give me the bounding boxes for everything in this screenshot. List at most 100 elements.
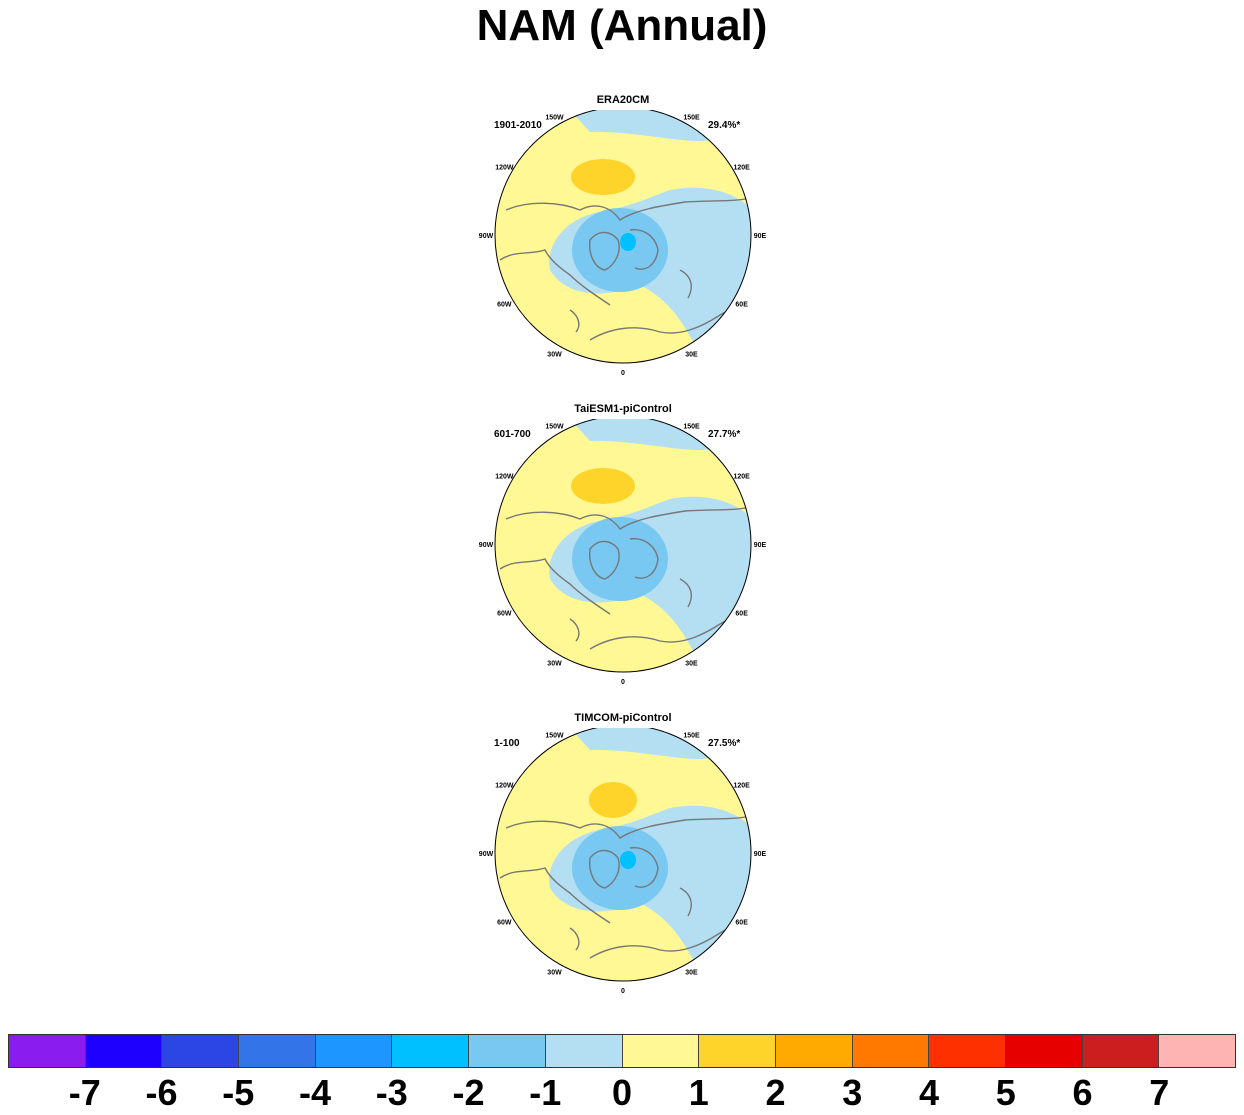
longitude-label: 120W [495,165,514,172]
colorbar-swatch [545,1035,623,1067]
map-panel: TaiESM1-piControl601-70027.7%*180150E120… [470,403,776,703]
coastline [569,309,580,333]
colorbar-swatch [162,1035,240,1067]
colorbar-swatch [1082,1035,1160,1067]
colorbar [8,1034,1236,1068]
colorbar-swatch [392,1035,470,1067]
coastline [505,197,751,221]
polar-map: 180150E120E90E60E30E030W60W90W120W150W [479,110,767,377]
longitude-label: 60W [497,920,512,927]
coastline [588,540,620,580]
colorbar-swatch [775,1035,853,1067]
field-negative-1-2 [572,826,668,910]
colorbar-swatch [929,1035,1006,1067]
coastline [569,927,580,951]
longitude-label: 120E [733,474,750,481]
field-negative-2-3 [620,851,636,869]
longitude-label: 60W [497,611,512,618]
map-boundary [494,110,752,364]
colorbar-tick-label: 5 [995,1072,1016,1113]
colorbar-tick-label: 3 [842,1072,863,1113]
longitude-label: 60E [735,920,748,927]
longitude-label: 150W [545,732,564,739]
longitude-label: 30E [685,352,698,359]
map-panel: ERA20CM1901-201029.4%*180150E120E90E60E3… [470,94,776,394]
longitude-label: 30W [547,352,562,359]
colorbar-tick-label: -4 [298,1072,331,1113]
field-positive-1-2 [571,468,635,504]
longitude-label: 30E [685,661,698,668]
coastline [709,331,741,351]
coastline [679,887,692,917]
coastline [499,249,611,306]
longitude-label: 90E [754,233,767,240]
coastline [629,228,659,270]
longitude-label: 150E [683,114,700,121]
colorbar-tick-label: -2 [452,1072,485,1113]
colorbar-swatch [9,1035,86,1067]
colorbar-tick-label: -5 [222,1072,255,1113]
panel-variance-explained: 27.7%* [708,429,741,440]
colorbar-swatch [1005,1035,1083,1067]
colorbar-tick-label: -7 [68,1072,101,1113]
longitude-label: 30W [547,661,562,668]
coastline [679,578,692,608]
coastline [505,506,751,530]
colorbar-tick-label: 1 [688,1072,709,1113]
coastline [499,558,611,615]
coastline [505,815,751,839]
panel-period: 601-700 [494,429,531,440]
longitude-label: 150W [545,423,564,430]
field-positive-1-2 [571,159,635,195]
longitude-label: 150E [683,732,700,739]
colorbar-swatch [315,1035,393,1067]
colorbar-tick-label: -6 [145,1072,178,1113]
longitude-label: 90E [754,851,767,858]
coastline [679,269,692,299]
panel-variance-explained: 29.4%* [708,120,741,131]
colorbar-swatch [469,1035,546,1067]
colorbar-swatch [1159,1035,1235,1067]
colorbar-tick-label: 6 [1072,1072,1093,1113]
longitude-label: 60W [497,302,512,309]
longitude-label: 60E [735,302,748,309]
longitude-label: 120E [733,165,750,172]
longitude-label: 60E [735,611,748,618]
colorbar-swatch [699,1035,776,1067]
longitude-label: 150W [545,114,564,121]
longitude-label: 30W [547,970,562,977]
colorbar-tick-label: 0 [611,1072,633,1113]
figure-title: NAM (Annual) [476,1,768,50]
coastline [499,867,611,924]
colorbar-tick-label: 4 [918,1072,940,1113]
longitude-label: 120E [733,783,750,790]
map-boundary [494,728,752,982]
polar-map: 180150E120E90E60E30E030W60W90W120W150W [479,419,767,686]
colorbar-swatch [239,1035,316,1067]
coastline [629,537,659,579]
field-positive-1-2 [589,782,637,818]
longitude-label: 30E [685,970,698,977]
longitude-label: 90W [479,542,494,549]
field-negative-1-2 [572,517,668,601]
colorbar-swatch [852,1035,930,1067]
panel-period: 1901-2010 [494,120,542,131]
panel-period: 1-100 [494,738,520,749]
field-negative-2-3 [620,233,636,251]
colorbar-swatch [85,1035,163,1067]
panel-title: TaiESM1-piControl [574,403,672,415]
longitude-label: 90W [479,851,494,858]
coastline [588,231,620,271]
colorbar-tick-label: 7 [1149,1072,1170,1113]
colorbar-swatch [622,1035,700,1067]
longitude-label: 150E [683,423,700,430]
longitude-label: 0 [621,370,625,377]
panel-title: ERA20CM [596,94,650,106]
panel-variance-explained: 27.5%* [708,738,741,749]
longitude-label: 90W [479,233,494,240]
panel-title: TIMCOM-piControl [574,712,672,724]
polar-map: 180150E120E90E60E30E030W60W90W120W150W [479,728,767,995]
map-panel: TIMCOM-piControl1-10027.5%*180150E120E90… [470,712,776,1012]
longitude-label: 120W [495,783,514,790]
coastline [709,949,741,969]
